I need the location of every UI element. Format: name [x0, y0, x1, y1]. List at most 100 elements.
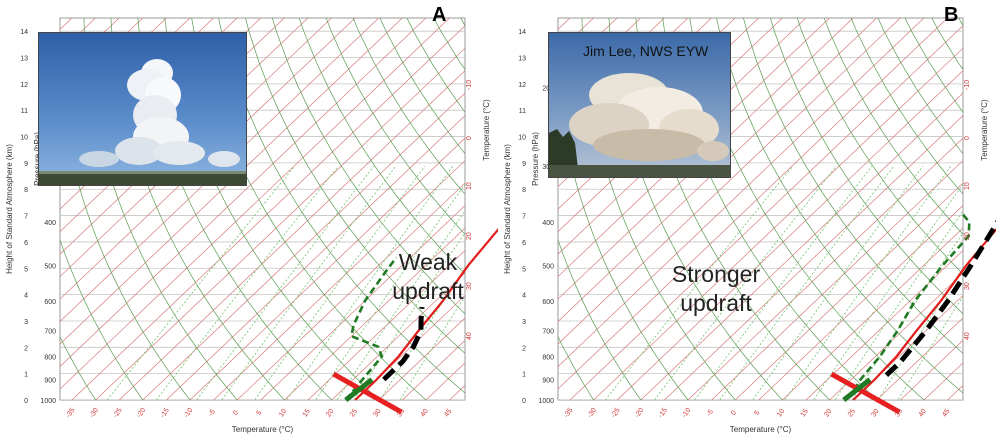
dry-adiabat: [379, 18, 465, 155]
dry-adiabat: [769, 18, 963, 315]
x-tick-label: -20: [634, 407, 646, 419]
mixing-ratio-line: [752, 165, 924, 400]
pressure-tick-label: 600: [44, 299, 56, 306]
x-tick-label: -5: [208, 408, 217, 417]
isotherm-line: [142, 92, 465, 400]
isotherm-line: [60, 18, 144, 98]
x-tick-label: 0: [232, 409, 240, 416]
isotherm-line: [558, 18, 618, 75]
x-tick-label: 35: [396, 408, 406, 418]
height-tick-label: 7: [522, 214, 526, 221]
x-tick-label: -15: [657, 407, 669, 419]
parcel-path: [884, 219, 996, 378]
isotherm-line: [985, 0, 996, 409]
right-temp-tick-label: 10: [964, 182, 971, 190]
height-tick-label: 3: [522, 319, 526, 326]
height-tick-label: 0: [24, 398, 28, 405]
isotherm-line: [558, 18, 807, 255]
dry-adiabat: [218, 18, 465, 394]
mixing-ratio-line: [897, 295, 963, 400]
isotherm-line: [558, 18, 571, 30]
right-temp-tick-label: 10: [466, 182, 473, 190]
isotherm-line: [378, 317, 465, 400]
mixing-ratio-line: [336, 210, 465, 400]
x-tick-label: -10: [681, 407, 693, 419]
x-tick-label: 40: [918, 408, 928, 418]
dry-adiabat: [796, 18, 963, 275]
isotherm-line: [734, 182, 963, 400]
dry-adiabat: [271, 18, 465, 315]
x-tick-label: -25: [112, 407, 124, 419]
right-temp-tick-label: -10: [466, 80, 473, 90]
right-temp-tick-label: 40: [964, 332, 971, 340]
dry-adiabat: [298, 18, 465, 275]
isotherm-line: [876, 317, 963, 400]
isotherm-line: [558, 18, 854, 300]
x-tick-label: 20: [823, 408, 833, 418]
height-tick-label: 2: [24, 345, 28, 352]
isotherm-line: [593, 47, 963, 400]
x-tick-label: 20: [325, 408, 335, 418]
x-tick-label: 45: [941, 408, 951, 418]
x-tick-label: -35: [65, 407, 77, 419]
annotation-line-1: Weak: [398, 249, 458, 275]
panel-letter: B: [944, 4, 959, 26]
height-tick-label: 4: [522, 293, 526, 300]
panel-letter: A: [432, 4, 447, 26]
x-tick-label: 5: [754, 409, 762, 416]
mixing-ratio-line: [286, 165, 454, 400]
x-tick-label: -25: [610, 407, 622, 419]
dry-adiabat: [245, 18, 465, 354]
y-axis-label-pressure: Pressure (hPa): [531, 132, 540, 186]
isotherm-line: [558, 18, 901, 345]
isotherm-line: [558, 18, 689, 143]
updraft-annotation: Weak updraft: [372, 248, 484, 306]
y-axis-label-pressure: Pressure (hPa): [33, 132, 42, 186]
isotherm-line: [558, 18, 783, 233]
x-tick-label: 15: [302, 408, 312, 418]
isotherm-line: [331, 272, 465, 400]
pressure-tick-label: 700: [44, 329, 56, 336]
dry-adiabat: [823, 18, 963, 235]
height-tick-label: 4: [24, 293, 28, 300]
mixing-ratio-line: [813, 183, 963, 400]
isotherm-line: [60, 18, 215, 165]
annotation-line-2: updraft: [680, 289, 752, 316]
isotherm-line: [558, 18, 949, 390]
pressure-tick-label: 1000: [40, 398, 56, 405]
x-tick-label: 0: [730, 409, 738, 416]
height-tick-label: 14: [518, 29, 526, 36]
isotherm-line: [60, 18, 451, 390]
isotherm-line: [236, 182, 465, 400]
isotherm-line: [71, 25, 465, 400]
pressure-tick-label: 500: [44, 263, 56, 270]
isotherm-line: [283, 227, 465, 400]
isotherm-line: [781, 227, 963, 400]
right-temp-tick-label: 0: [964, 136, 971, 140]
dry-adiabat: [476, 0, 498, 409]
dry-adiabat: [60, 335, 97, 400]
height-tick-label: 10: [20, 135, 28, 142]
height-tick-label: 9: [522, 161, 526, 168]
isotherm-line: [558, 18, 665, 120]
isotherm-line: [165, 115, 465, 400]
pressure-tick-label: 600: [542, 299, 554, 306]
isotherm-line: [95, 47, 465, 400]
surface-marker-bar: [830, 371, 901, 415]
dry-adiabat: [877, 18, 963, 155]
height-tick-label: 0: [522, 398, 526, 405]
x-tick-label: -15: [159, 407, 171, 419]
updraft-annotation: Stronger updraft: [656, 260, 776, 318]
isotherm-line: [60, 18, 120, 75]
dry-adiabat: [850, 18, 963, 195]
skewt-panel-a: 0 1 2 3 4 5 6 7 8 9 10 11 12 13 14 1000 900 800 700 600 500 4…: [5, 0, 498, 434]
height-tick-label: 6: [24, 240, 28, 247]
isotherm-line: [487, 0, 498, 409]
isotherm-line: [558, 18, 736, 188]
photo-credit: Jim Lee, NWS EYW: [583, 43, 709, 59]
height-tick-label: 1: [522, 372, 526, 379]
dewpoint-profile: [853, 211, 971, 391]
height-tick-label: 9: [24, 161, 28, 168]
height-tick-label: 7: [24, 214, 28, 221]
isotherm-line: [60, 18, 73, 30]
